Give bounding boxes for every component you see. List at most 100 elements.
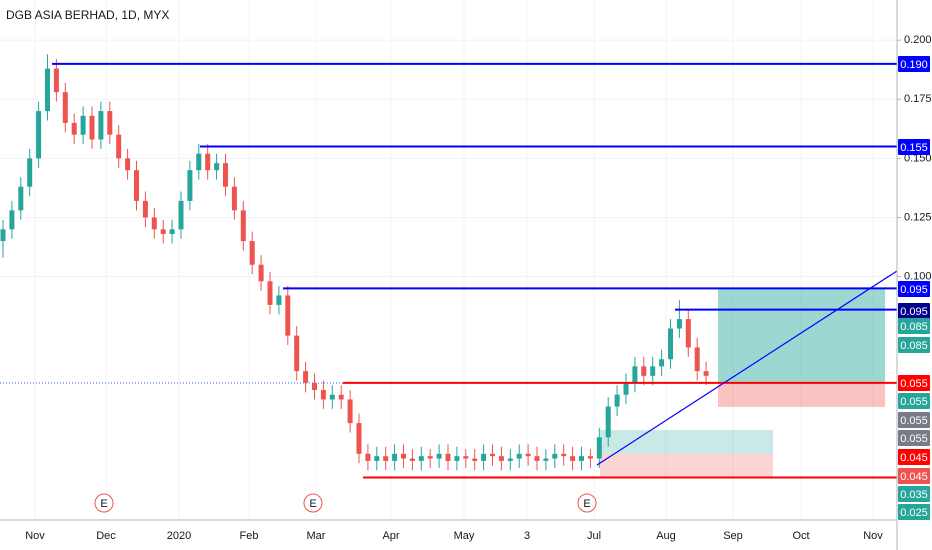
candle-body [490,453,495,457]
y-tick-label: 0.125 [904,211,932,223]
price-tag-box [898,281,930,297]
price-tag-label: 0.085 [900,340,928,352]
long-profit-zone [600,430,773,454]
candle-body [605,406,611,438]
candle-body [543,458,549,461]
candles [0,54,709,471]
long-profit-zone [718,289,885,383]
candle-body [214,163,220,171]
price-tag-label: 0.035 [900,489,928,501]
candle-body [329,394,335,400]
candle-body [249,241,255,265]
x-tick-label: Dec [96,530,116,542]
candle-body [596,437,602,459]
candle-body [561,453,567,457]
axis: 0.100 0.125 0.150 0.175 0.200 Nov Dec 2020 Feb Ma… [25,34,931,542]
price-tag: 0.055 [898,375,930,391]
candle-body [267,281,273,305]
trend-line [596,270,898,466]
candle-body [365,453,371,461]
candle-body [445,453,451,461]
candle-body [169,229,175,234]
candle-body [409,458,415,461]
candle-body [231,186,237,211]
candle-body [80,115,86,135]
candle-body [258,264,264,282]
candle-body [587,456,593,459]
candle-body [53,68,59,93]
candle-body [694,347,700,372]
candle-body [668,328,673,360]
candle-body [685,319,691,348]
candle-body [312,382,317,390]
price-tag: 0.045 [898,468,930,484]
price-tag-label: 0.085 [900,321,928,333]
candle-body [516,453,522,459]
candle-body [659,359,665,367]
candle-body [641,366,647,376]
candle-body [294,335,300,372]
price-tag-box [898,468,930,484]
candle-body [401,453,406,459]
candle-body [240,210,246,242]
candle-body [116,134,122,159]
earnings-marker [577,493,597,513]
candle-body [178,200,184,230]
x-tick-label: 2020 [167,530,191,542]
earnings-marker [303,493,323,513]
candle-body [134,170,139,201]
x-tick-label: Oct [792,530,809,542]
x-tick-label: Apr [382,530,399,542]
y-tick-label: 0.200 [904,34,932,46]
candle-body [632,366,638,383]
candle-body [579,456,584,461]
candle-body [534,456,540,461]
earnings-label: E [100,498,107,510]
candle-body [36,111,42,159]
candle-body [89,115,95,140]
grid [0,0,897,520]
y-tick-label: 0.175 [904,93,932,105]
price-tag-box [898,486,930,502]
candle-body [676,319,682,329]
candle-body [142,200,148,218]
candle-body [570,456,576,461]
candle-body [320,390,326,400]
x-tick-label: Nov [25,530,45,542]
candle-body [436,453,442,459]
candle-body [62,92,68,123]
price-tag: 0.035 [898,486,930,502]
x-tick-label: Jul [587,530,601,542]
candle-body [525,453,531,457]
price-tag-box [898,139,930,155]
price-tag-box [898,303,930,319]
candle-body [552,453,558,459]
price-tag: 0.155 [898,139,930,155]
candle-body [187,170,193,201]
candle-body [151,217,157,230]
candle-body [418,456,424,461]
price-tag-label: 0.055 [900,378,928,390]
candle-body [9,210,15,230]
price-tag-label: 0.095 [900,306,928,318]
price-tag-box [898,449,930,465]
candle-body [498,456,504,461]
candle-body [196,153,202,171]
candle-body [205,153,211,171]
candle-body [107,111,113,135]
candle-body [703,371,709,376]
price-tag-label: 0.025 [900,507,928,519]
candle-body [347,399,353,424]
candle-body [623,382,629,395]
price-tag-label: 0.045 [900,452,928,464]
candle-body [507,458,513,461]
candle-body [27,158,33,187]
candle-body [160,229,166,234]
candle-body [338,394,344,400]
price-tag: 0.085 [898,337,930,353]
chart-title: DGB ASIA BERHAD, 1D, MYX [6,8,169,22]
price-tag-box [898,337,930,353]
candle-body [285,295,291,336]
candle-body [45,68,50,112]
